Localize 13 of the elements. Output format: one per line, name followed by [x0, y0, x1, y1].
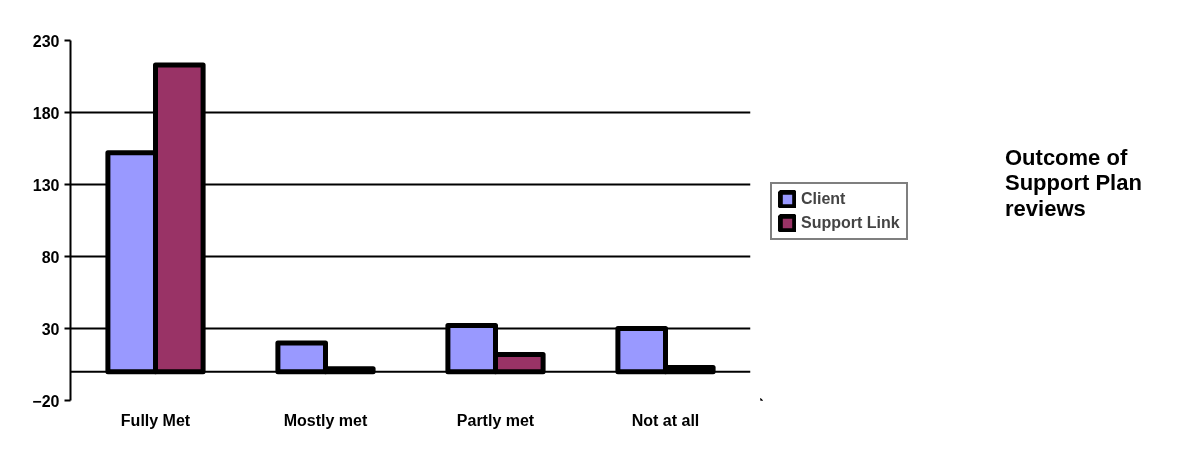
y-tick-label: 30	[41, 320, 60, 338]
x-tick-label: Fully Met	[120, 411, 191, 429]
y-tick-label: 130	[32, 176, 60, 194]
legend-label: Client	[801, 190, 846, 208]
y-tick-label: 80	[41, 248, 60, 266]
legend-label: Support Link	[801, 214, 900, 232]
y-tick-label: 230	[32, 32, 60, 50]
text: Outcome of Support Plan reviews	[1005, 145, 1143, 221]
x-tick-label: Mostly met	[283, 411, 368, 429]
y-tick-label: −20	[32, 392, 60, 410]
x-tick-label: Partly met	[456, 411, 535, 429]
y-tick-label: 180	[32, 104, 60, 122]
x-tick-label: Not at all	[631, 411, 700, 429]
